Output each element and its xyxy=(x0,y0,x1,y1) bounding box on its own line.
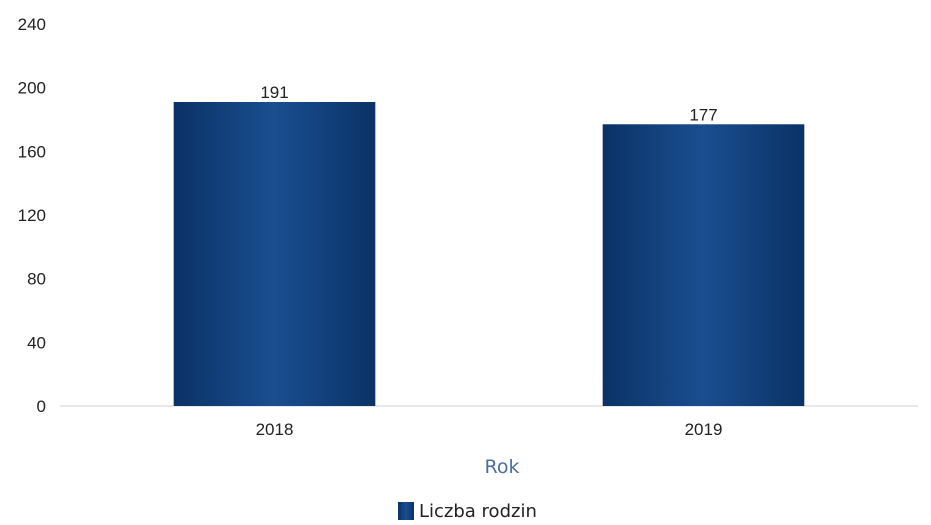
x-axis: 2018 2019 xyxy=(256,420,723,439)
x-tick-label-2018: 2018 xyxy=(256,420,294,439)
legend: Liczba rodzin xyxy=(398,501,537,522)
y-tick-label: 240 xyxy=(18,15,46,34)
data-label-2018: 191 xyxy=(260,83,288,102)
y-tick-label: 120 xyxy=(18,206,46,225)
y-axis: 0 40 80 120 160 200 240 xyxy=(18,15,46,416)
y-tick-label: 200 xyxy=(18,79,46,98)
bars: 191 177 xyxy=(173,83,805,407)
x-tick-label-2019: 2019 xyxy=(685,420,723,439)
bar-2018 xyxy=(173,101,376,406)
y-tick-label: 80 xyxy=(27,270,46,289)
y-tick-label: 160 xyxy=(18,142,46,161)
legend-swatch-liczba-rodzin xyxy=(398,502,414,520)
data-label-2019: 177 xyxy=(689,105,717,124)
y-tick-label: 40 xyxy=(27,333,46,352)
legend-label-liczba-rodzin: Liczba rodzin xyxy=(419,501,537,522)
bar-2019 xyxy=(602,124,805,407)
y-tick-label: 0 xyxy=(37,397,46,416)
x-axis-title: Rok xyxy=(485,456,520,478)
